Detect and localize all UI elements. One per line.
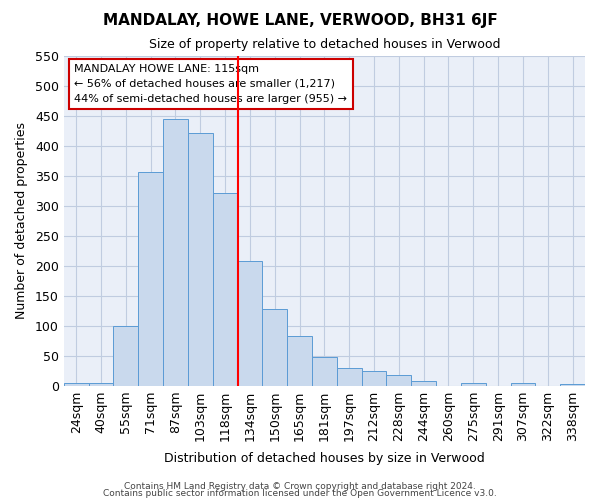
Bar [511,382,535,386]
Y-axis label: Number of detached properties: Number of detached properties [15,122,28,319]
Bar [386,374,411,386]
Bar [213,192,238,386]
Bar [138,172,163,386]
Bar [262,309,287,386]
Bar [461,382,486,386]
Bar [337,368,362,386]
Bar [362,370,386,386]
Text: Contains public sector information licensed under the Open Government Licence v3: Contains public sector information licen… [103,489,497,498]
Bar [188,132,213,386]
Text: MANDALAY, HOWE LANE, VERWOOD, BH31 6JF: MANDALAY, HOWE LANE, VERWOOD, BH31 6JF [103,12,497,28]
X-axis label: Distribution of detached houses by size in Verwood: Distribution of detached houses by size … [164,452,485,465]
Bar [163,119,188,386]
Bar [560,384,585,386]
Bar [411,382,436,386]
Title: Size of property relative to detached houses in Verwood: Size of property relative to detached ho… [149,38,500,51]
Bar [113,326,138,386]
Text: MANDALAY HOWE LANE: 115sqm
← 56% of detached houses are smaller (1,217)
44% of s: MANDALAY HOWE LANE: 115sqm ← 56% of deta… [74,64,347,104]
Bar [89,382,113,386]
Bar [64,382,89,386]
Text: Contains HM Land Registry data © Crown copyright and database right 2024.: Contains HM Land Registry data © Crown c… [124,482,476,491]
Bar [287,336,312,386]
Bar [312,357,337,386]
Bar [238,261,262,386]
